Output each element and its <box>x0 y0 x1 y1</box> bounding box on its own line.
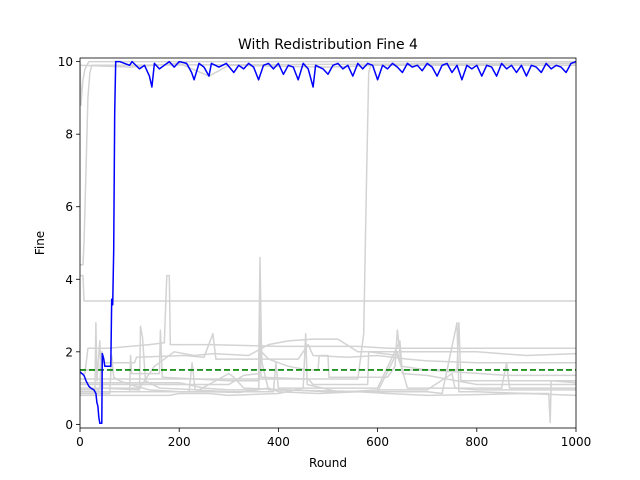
background-series-line-8 <box>80 314 576 393</box>
y-tick-label: 2 <box>65 345 73 359</box>
highlight-series-group <box>80 60 576 425</box>
background-series-line-14 <box>80 332 576 371</box>
x-tick-label: 200 <box>168 435 191 449</box>
x-tick-label: 1000 <box>561 435 592 449</box>
y-tick-label: 0 <box>65 418 73 432</box>
background-series-line-13 <box>80 325 576 393</box>
background-series-line-1 <box>80 60 576 106</box>
background-series-line-15 <box>80 340 576 393</box>
x-tick-label: 400 <box>267 435 290 449</box>
plot-frame <box>79 57 577 429</box>
y-tick-label: 8 <box>65 128 73 142</box>
background-series-line-9 <box>80 338 576 389</box>
background-series-line-5 <box>80 274 576 302</box>
y-tick-label: 6 <box>65 200 73 214</box>
background-series-line-2 <box>80 62 576 266</box>
y-axis-label: Fine <box>33 231 47 255</box>
x-tick-label: 0 <box>76 435 84 449</box>
highlight-series-line <box>80 60 576 425</box>
background-series-group <box>80 60 576 424</box>
x-tick-label: 800 <box>465 435 488 449</box>
x-axis-label: Round <box>309 456 347 470</box>
background-series-line-6 <box>80 274 576 375</box>
x-tick-label: 600 <box>366 435 389 449</box>
y-tick-label: 4 <box>65 273 73 287</box>
chart-title: With Redistribution Fine 4 <box>238 37 418 53</box>
y-axis: 0 2 4 6 8 10 <box>58 55 80 432</box>
background-series-line-12 <box>80 354 576 397</box>
x-axis: 0 200 400 600 800 1000 <box>76 428 591 449</box>
y-tick-label: 10 <box>58 55 73 69</box>
